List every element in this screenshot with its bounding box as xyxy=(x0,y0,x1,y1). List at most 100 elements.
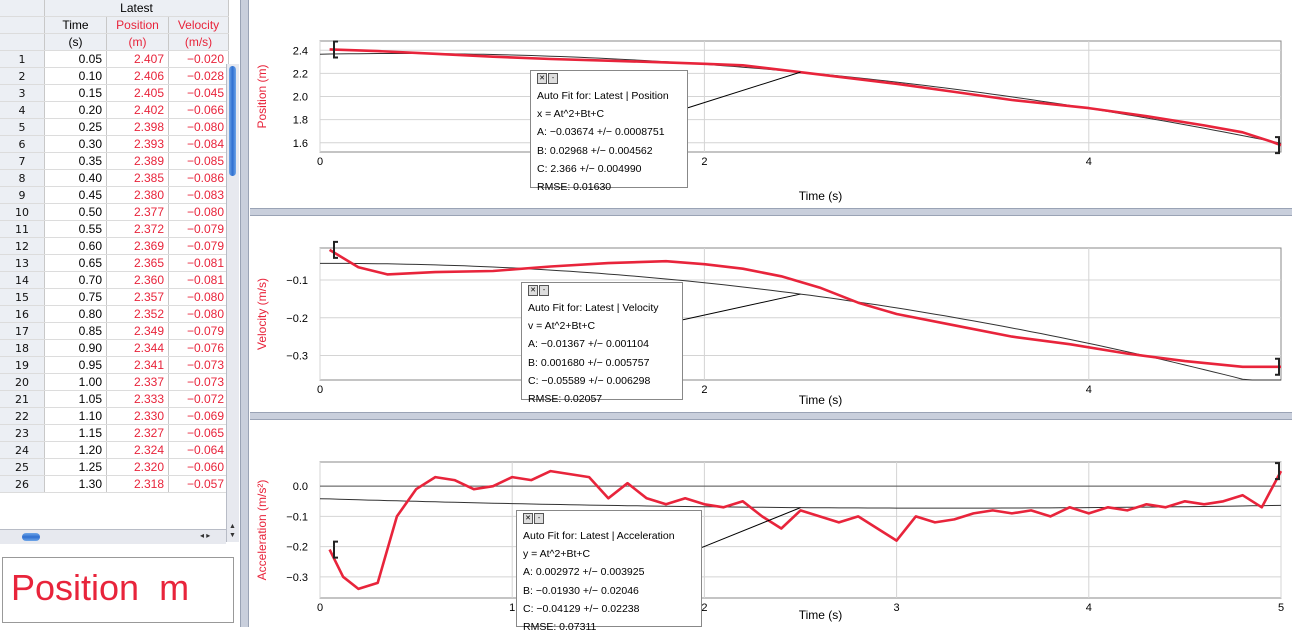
range-bracket-start[interactable] xyxy=(333,240,338,259)
y-axis-label[interactable]: Position (m) xyxy=(255,64,269,128)
table-cell[interactable]: 2.333 xyxy=(106,390,169,408)
horizontal-scroll-arrows[interactable]: ◂ ▸ xyxy=(200,531,211,540)
table-cell[interactable]: −0.066 xyxy=(168,101,229,119)
table-cell[interactable]: 0.40 xyxy=(44,169,107,187)
table-cell[interactable]: 0.60 xyxy=(44,237,107,255)
table-row[interactable]: 11 0.55 2.372 −0.079 xyxy=(0,220,229,238)
table-cell[interactable]: 2.407 xyxy=(106,50,169,68)
row-number[interactable]: 15 xyxy=(0,288,45,306)
row-number[interactable]: 25 xyxy=(0,458,45,476)
table-cell[interactable]: −0.045 xyxy=(168,84,229,102)
column-header-position[interactable]: Position xyxy=(106,16,169,34)
table-cell[interactable]: 2.389 xyxy=(106,152,169,170)
row-number[interactable]: 14 xyxy=(0,271,45,289)
table-cell[interactable]: 0.85 xyxy=(44,322,107,340)
range-bracket-end[interactable] xyxy=(1275,462,1280,481)
table-row[interactable]: 12 0.60 2.369 −0.079 xyxy=(0,237,229,255)
row-number[interactable]: 10 xyxy=(0,203,45,221)
table-cell[interactable]: 1.00 xyxy=(44,373,107,391)
table-cell[interactable]: 1.10 xyxy=(44,407,107,425)
table-cell[interactable]: 2.352 xyxy=(106,305,169,323)
x-axis-label[interactable]: Time (s) xyxy=(799,393,843,407)
table-cell[interactable]: 0.45 xyxy=(44,186,107,204)
table-cell[interactable]: 0.50 xyxy=(44,203,107,221)
table-cell[interactable]: −0.076 xyxy=(168,339,229,357)
table-cell[interactable]: −0.085 xyxy=(168,152,229,170)
table-cell[interactable]: −0.072 xyxy=(168,390,229,408)
table-row[interactable]: 25 1.25 2.320 −0.060 xyxy=(0,458,229,476)
table-cell[interactable]: 0.75 xyxy=(44,288,107,306)
table-cell[interactable]: 2.330 xyxy=(106,407,169,425)
table-cell[interactable]: −0.057 xyxy=(168,475,229,493)
table-cell[interactable]: −0.064 xyxy=(168,441,229,459)
table-cell[interactable]: −0.073 xyxy=(168,356,229,374)
table-row[interactable]: 13 0.65 2.365 −0.081 xyxy=(0,254,229,272)
table-cell[interactable]: 2.344 xyxy=(106,339,169,357)
table-cell[interactable]: −0.065 xyxy=(168,424,229,442)
table-row[interactable]: 15 0.75 2.357 −0.080 xyxy=(0,288,229,306)
table-cell[interactable]: 2.360 xyxy=(106,271,169,289)
range-bracket-end[interactable] xyxy=(1275,357,1280,376)
range-bracket-start[interactable] xyxy=(333,540,338,559)
table-cell[interactable]: 2.377 xyxy=(106,203,169,221)
table-cell[interactable]: −0.083 xyxy=(168,186,229,204)
table-cell[interactable]: −0.028 xyxy=(168,67,229,85)
row-number[interactable]: 13 xyxy=(0,254,45,272)
data-series-line[interactable] xyxy=(329,48,1282,147)
table-cell[interactable]: 2.372 xyxy=(106,220,169,238)
table-row[interactable]: 22 1.10 2.330 −0.069 xyxy=(0,407,229,425)
table-cell[interactable]: −0.086 xyxy=(168,169,229,187)
table-cell[interactable]: −0.084 xyxy=(168,135,229,153)
vertical-scrollbar[interactable] xyxy=(226,64,239,542)
table-cell[interactable]: 2.380 xyxy=(106,186,169,204)
table-row[interactable]: 4 0.20 2.402 −0.066 xyxy=(0,101,229,119)
table-cell[interactable]: −0.079 xyxy=(168,322,229,340)
vertical-scroll-arrows[interactable]: ▲ ▼ xyxy=(229,523,236,539)
data-series-line[interactable] xyxy=(328,248,1281,369)
table-cell[interactable]: −0.080 xyxy=(168,288,229,306)
range-bracket-start[interactable] xyxy=(333,40,338,59)
table-cell[interactable]: 2.385 xyxy=(106,169,169,187)
table-row[interactable]: 24 1.20 2.324 −0.064 xyxy=(0,441,229,459)
table-row[interactable]: 6 0.30 2.393 −0.084 xyxy=(0,135,229,153)
table-cell[interactable]: 0.30 xyxy=(44,135,107,153)
table-row[interactable]: 23 1.15 2.327 −0.065 xyxy=(0,424,229,442)
table-row[interactable]: 3 0.15 2.405 −0.045 xyxy=(0,84,229,102)
graph-splitter[interactable] xyxy=(250,208,1292,216)
row-number[interactable]: 11 xyxy=(0,220,45,238)
table-cell[interactable]: 2.341 xyxy=(106,356,169,374)
x-axis-label[interactable]: Time (s) xyxy=(799,189,843,203)
row-number[interactable]: 19 xyxy=(0,356,45,374)
table-cell[interactable]: 2.406 xyxy=(106,67,169,85)
table-cell[interactable]: 2.357 xyxy=(106,288,169,306)
row-number[interactable]: 1 xyxy=(0,50,45,68)
horizontal-scroll-thumb[interactable] xyxy=(22,533,40,541)
table-cell[interactable]: 2.324 xyxy=(106,441,169,459)
table-cell[interactable]: 2.318 xyxy=(106,475,169,493)
table-cell[interactable]: 1.30 xyxy=(44,475,107,493)
table-cell[interactable]: 2.365 xyxy=(106,254,169,272)
table-cell[interactable]: 0.10 xyxy=(44,67,107,85)
meter-display[interactable]: Position m xyxy=(2,557,234,623)
table-row[interactable]: 16 0.80 2.352 −0.080 xyxy=(0,305,229,323)
table-cell[interactable]: 0.15 xyxy=(44,84,107,102)
plot-area[interactable] xyxy=(319,247,1282,381)
velocity-fit-box[interactable]: ✕ - Auto Fit for: Latest | Velocity v = At^… xyxy=(521,282,683,405)
y-axis-label[interactable]: Velocity (m/s) xyxy=(255,278,269,350)
panel-splitter[interactable] xyxy=(240,0,249,627)
table-cell[interactable]: −0.080 xyxy=(168,305,229,323)
table-row[interactable]: 10 0.50 2.377 −0.080 xyxy=(0,203,229,221)
row-number[interactable]: 8 xyxy=(0,169,45,187)
table-cell[interactable]: −0.073 xyxy=(168,373,229,391)
table-cell[interactable]: 2.393 xyxy=(106,135,169,153)
table-cell[interactable]: 0.20 xyxy=(44,101,107,119)
table-row[interactable]: 18 0.90 2.344 −0.076 xyxy=(0,339,229,357)
collapse-icon[interactable]: - xyxy=(534,513,544,524)
row-number[interactable]: 17 xyxy=(0,322,45,340)
velocity-graph[interactable]: 0 2 4 −0.1 −0.2 −0.3 Time (s) Velocity (m/s) xyxy=(250,216,1292,412)
table-cell[interactable]: 0.55 xyxy=(44,220,107,238)
table-cell[interactable]: 0.95 xyxy=(44,356,107,374)
plot-area[interactable] xyxy=(319,461,1282,599)
row-number[interactable]: 21 xyxy=(0,390,45,408)
row-number[interactable]: 7 xyxy=(0,152,45,170)
